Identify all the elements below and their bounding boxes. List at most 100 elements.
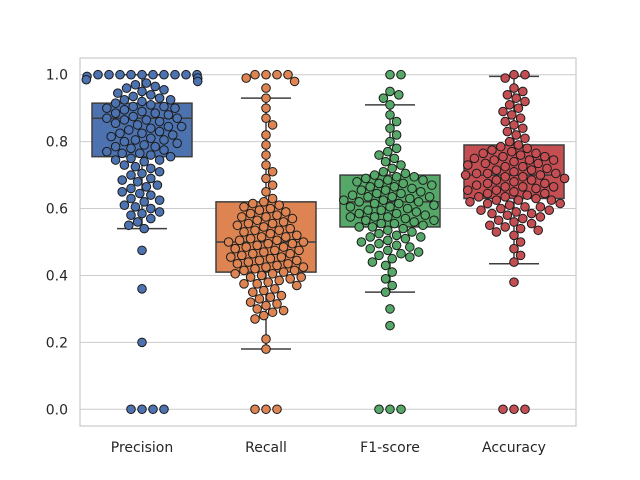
data-point [515,113,526,124]
data-point [522,190,533,200]
data-point [93,69,103,80]
data-point [130,79,141,90]
data-point [272,210,282,221]
data-point [252,304,263,314]
data-point [511,93,522,103]
data-point [117,148,127,159]
data-point [281,232,291,242]
data-point [520,404,530,415]
data-point [152,180,163,190]
data-point [102,103,112,113]
x-tick-label: Recall [245,440,287,456]
data-point [276,290,287,301]
data-point [387,267,398,277]
data-point [420,210,431,221]
data-point [254,205,265,216]
data-point [146,133,156,144]
data-point [146,150,156,160]
data-point [119,136,130,147]
data-point [281,207,291,217]
data-point [522,143,533,154]
data-point [356,237,367,247]
data-point [400,233,411,244]
data-point [278,305,289,316]
data-point [500,116,511,127]
data-point [292,230,302,241]
data-point [132,217,143,227]
data-point [267,268,278,279]
data-point [250,263,260,274]
data-point [376,205,387,216]
data-point [154,93,165,103]
data-point [385,69,395,80]
data-point [278,267,289,277]
data-point [396,404,406,415]
data-point [159,135,169,145]
data-point [261,69,271,80]
data-point [509,120,519,130]
data-point [424,192,435,202]
data-point [416,232,426,242]
data-point [298,237,309,247]
data-point [396,69,406,80]
data-point [248,198,258,209]
data-point [146,90,156,100]
data-point [126,153,136,164]
data-point [270,284,280,294]
data-point [81,74,92,85]
data-point [482,198,493,209]
data-point [146,173,156,184]
data-point [146,123,156,134]
data-point [261,187,271,197]
data-point [232,258,243,269]
data-point [471,168,482,179]
data-point [515,237,526,247]
data-point [520,202,530,212]
data-point [518,213,528,224]
data-point [139,140,149,150]
y-tick-label: 1.0 [46,68,68,84]
data-point [526,208,537,219]
data-point [128,111,138,122]
data-point [398,178,409,189]
data-point [154,166,165,177]
data-point [110,118,121,129]
data-point [267,166,278,177]
data-point [363,192,373,202]
data-point [261,344,271,354]
data-point [278,242,289,252]
data-point [124,125,134,135]
data-point [130,161,141,172]
data-point [500,182,511,192]
data-point [509,404,519,415]
data-point [261,130,271,140]
data-point [137,404,147,415]
data-point [267,120,278,130]
data-point [137,168,147,179]
data-point [163,121,174,132]
data-point [540,188,550,199]
data-point [542,163,552,174]
data-point [252,215,263,226]
data-point [535,170,546,180]
data-point [192,76,203,87]
data-point [365,182,376,192]
data-point [261,103,271,113]
data-point [130,135,141,145]
data-point [380,156,391,167]
x-tick-label: Accuracy [482,440,546,456]
data-point [137,245,147,256]
data-point [285,274,296,284]
data-point [526,165,537,175]
data-point [389,218,400,229]
data-point [498,106,508,117]
data-point [518,161,528,172]
data-point [261,93,271,103]
data-point [150,141,160,152]
data-point [261,113,271,124]
data-point [154,155,165,165]
data-point [232,220,243,231]
data-point [374,404,384,415]
data-point [102,113,112,124]
data-point [267,180,278,190]
